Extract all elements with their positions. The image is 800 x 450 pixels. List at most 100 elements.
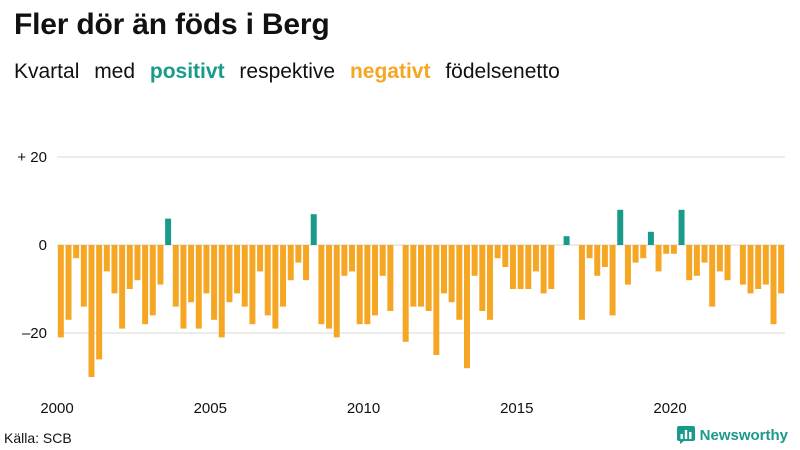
bar-negative [632,245,639,263]
bar-negative [318,245,325,325]
bar-negative [778,245,785,294]
bar-negative [540,245,547,294]
y-tick-label: –20 [22,325,47,342]
bar-negative [142,245,149,325]
bar-negative [103,245,110,272]
y-tick-label: + 20 [17,149,47,166]
bar-negative [249,245,256,325]
bar-negative [509,245,516,289]
bar-negative [203,245,210,294]
bar-positive [647,231,654,245]
subtitle-text-1: Kvartal med [14,60,136,83]
bar-positive [678,209,685,245]
bar-negative [65,245,72,320]
bar-negative [356,245,363,325]
bar-negative [770,245,777,325]
bar-negative [402,245,409,342]
bar-negative [755,245,762,289]
bar-negative [149,245,156,316]
bar-negative [326,245,333,329]
bar-negative [88,245,95,377]
bar-negative [747,245,754,294]
bar-negative [448,245,455,303]
bar-negative [349,245,356,272]
bar-negative [234,245,241,294]
bar-negative [333,245,340,338]
bar-negative [471,245,478,276]
x-tick-label: 2000 [40,400,73,417]
bar-negative [226,245,233,303]
bar-negative [548,245,555,289]
newsworthy-logo-icon [676,426,695,444]
bar-negative [670,245,677,254]
bar-negative [701,245,708,263]
bar-negative [655,245,662,272]
bar-negative [372,245,379,316]
x-tick-label: 2020 [653,400,686,417]
bar-negative [119,245,126,329]
bar-positive [165,218,172,245]
bar-negative [264,245,271,316]
brand-name: Newsworthy [699,426,788,444]
bar-negative [433,245,440,355]
bar-negative [609,245,616,316]
bar-negative [762,245,769,285]
bar-negative [425,245,432,311]
bar-negative [586,245,593,259]
bar-negative [73,245,80,259]
bar-negative [578,245,585,320]
bar-negative [172,245,179,307]
bar-negative [157,245,164,285]
bar-negative [525,245,532,289]
bar-negative [486,245,493,320]
bar-negative [257,245,264,272]
bar-negative [640,245,647,259]
bar-negative [479,245,486,311]
bar-negative [57,245,64,338]
bar-negative [716,245,723,272]
bar-negative [96,245,103,360]
bar-negative [280,245,287,307]
bar-negative [80,245,87,307]
bar-negative [180,245,187,329]
bar-negative [517,245,524,289]
bar-negative [601,245,608,267]
x-tick-label: 2015 [500,400,533,417]
bar-negative [709,245,716,307]
bar-negative [494,245,501,259]
bar-negative [303,245,310,281]
bar-negative [295,245,302,263]
bar-negative [502,245,509,267]
bar-negative [126,245,133,289]
bar-positive [617,209,624,245]
bar-positive [563,236,570,245]
source-note: Källa: SCB [4,430,72,446]
bar-negative [211,245,218,320]
bar-negative [739,245,746,285]
bar-negative [532,245,539,272]
bar-negative [364,245,371,325]
bar-negative [111,245,118,294]
bar-negative [594,245,601,276]
bar-negative [410,245,417,307]
bar-negative [624,245,631,285]
bar-negative [188,245,195,303]
bar-positive [310,214,317,245]
bar-negative [693,245,700,276]
bar-negative [418,245,424,307]
x-tick-label: 2010 [347,400,380,417]
bar-negative [387,245,394,311]
y-tick-label: 0 [39,237,47,254]
bar-negative [341,245,348,276]
subtitle-negative-word: negativt [349,60,431,83]
bar-negative [686,245,693,281]
bar-negative [379,245,386,276]
subtitle-text-3: födelsenetto [445,60,560,83]
bar-negative [456,245,463,320]
x-tick-label: 2005 [194,400,227,417]
bar-negative [441,245,447,294]
subtitle-positive-word: positivt [149,60,225,83]
chart-subtitle: Kvartal med positivt respektive negativt… [14,60,560,84]
bar-negative [241,245,248,307]
